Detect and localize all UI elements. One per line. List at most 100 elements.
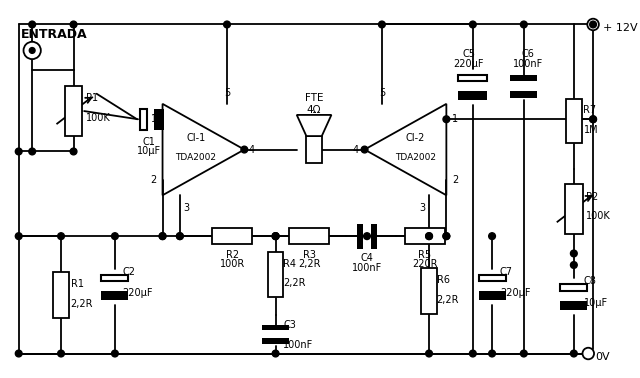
Circle shape — [272, 233, 279, 240]
Circle shape — [426, 233, 433, 240]
Text: 220R: 220R — [412, 259, 438, 269]
Text: C6: C6 — [521, 49, 534, 59]
Circle shape — [582, 348, 594, 359]
Circle shape — [58, 233, 65, 240]
Bar — [154, 108, 164, 130]
Circle shape — [520, 21, 527, 28]
Circle shape — [29, 48, 35, 53]
Text: C8: C8 — [584, 276, 596, 286]
Text: 2,2R: 2,2R — [298, 259, 321, 269]
Circle shape — [58, 350, 65, 357]
Text: 5: 5 — [224, 88, 230, 98]
Circle shape — [15, 233, 22, 240]
Circle shape — [426, 233, 433, 240]
Bar — [479, 275, 506, 281]
Text: 4: 4 — [353, 144, 359, 155]
Circle shape — [272, 233, 279, 240]
Text: 0V: 0V — [595, 352, 610, 363]
Bar — [262, 338, 289, 344]
Text: R1: R1 — [70, 279, 84, 289]
Text: 100nF: 100nF — [352, 263, 382, 273]
Circle shape — [570, 350, 577, 357]
Circle shape — [378, 21, 385, 28]
Text: C3: C3 — [284, 321, 296, 330]
Circle shape — [272, 350, 279, 357]
Text: TDA2002: TDA2002 — [395, 153, 436, 162]
Circle shape — [70, 21, 77, 28]
Bar — [566, 99, 582, 143]
Text: 2,2R: 2,2R — [70, 299, 93, 309]
Text: 1M: 1M — [584, 124, 598, 135]
Circle shape — [443, 233, 450, 240]
Bar — [289, 228, 330, 244]
Text: C2: C2 — [123, 266, 136, 277]
Bar — [262, 325, 289, 330]
Text: 100K: 100K — [586, 211, 611, 221]
Bar — [102, 291, 129, 301]
Circle shape — [589, 116, 596, 122]
Text: 100R: 100R — [220, 259, 245, 269]
Text: R6: R6 — [436, 275, 450, 285]
Bar — [268, 253, 284, 297]
Text: FTE: FTE — [305, 93, 323, 103]
Circle shape — [489, 233, 495, 240]
Text: 220μF: 220μF — [123, 288, 153, 298]
Text: 4: 4 — [248, 144, 254, 155]
Circle shape — [364, 233, 371, 240]
Text: ENTRADA: ENTRADA — [20, 28, 87, 41]
Circle shape — [520, 350, 527, 357]
Circle shape — [159, 233, 166, 240]
Text: C5: C5 — [463, 49, 476, 59]
Bar — [357, 224, 363, 249]
Text: 100nF: 100nF — [513, 59, 543, 69]
Text: R5: R5 — [418, 249, 431, 260]
Circle shape — [177, 233, 183, 240]
Bar — [510, 91, 538, 98]
Text: TDA2002: TDA2002 — [175, 153, 216, 162]
Circle shape — [241, 146, 248, 153]
Circle shape — [29, 21, 36, 28]
Text: 2,2R: 2,2R — [436, 295, 460, 305]
Circle shape — [159, 233, 166, 240]
Bar — [371, 224, 376, 249]
Bar — [307, 136, 322, 163]
Bar — [510, 74, 538, 81]
Text: 100nF: 100nF — [284, 340, 314, 350]
Circle shape — [470, 350, 476, 357]
Circle shape — [361, 146, 368, 153]
Text: 100K: 100K — [86, 113, 111, 123]
Text: C1: C1 — [142, 136, 155, 147]
Circle shape — [15, 148, 22, 155]
Text: 10μF: 10μF — [136, 146, 161, 156]
Circle shape — [570, 262, 577, 268]
Text: R7: R7 — [584, 105, 596, 115]
Circle shape — [470, 21, 476, 28]
Text: 1: 1 — [452, 114, 458, 124]
Text: C4: C4 — [360, 254, 373, 263]
Text: 3: 3 — [184, 203, 190, 213]
Circle shape — [111, 233, 118, 240]
Circle shape — [489, 350, 495, 357]
Text: 2: 2 — [150, 175, 157, 185]
Text: R2: R2 — [226, 249, 239, 260]
Circle shape — [29, 148, 36, 155]
Circle shape — [443, 233, 450, 240]
Text: 10μF: 10μF — [584, 298, 607, 308]
Bar — [565, 184, 582, 234]
Circle shape — [443, 116, 450, 122]
Bar — [479, 291, 506, 301]
Circle shape — [589, 21, 596, 28]
Circle shape — [177, 233, 183, 240]
Bar — [458, 91, 487, 100]
Text: 2,2R: 2,2R — [284, 279, 306, 288]
Circle shape — [426, 350, 433, 357]
Bar — [561, 284, 588, 291]
Text: 1: 1 — [150, 114, 157, 124]
Text: P1: P1 — [86, 93, 98, 103]
Bar — [140, 108, 147, 130]
Text: CI-2: CI-2 — [405, 133, 425, 143]
Text: 4Ω: 4Ω — [307, 105, 321, 115]
Circle shape — [588, 19, 599, 30]
Text: 220μF: 220μF — [500, 288, 531, 298]
Text: R4: R4 — [284, 259, 296, 269]
